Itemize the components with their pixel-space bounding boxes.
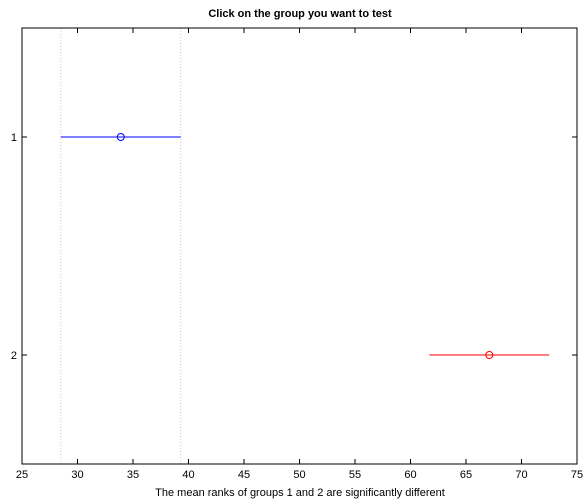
y-tick-label: 2 [11, 350, 17, 362]
x-tick-label: 40 [182, 469, 194, 481]
y-axis: 12 [11, 132, 577, 362]
x-tick-label: 75 [571, 469, 583, 481]
x-tick-label: 55 [349, 469, 361, 481]
reference-lines [60, 28, 182, 464]
x-tick-label: 45 [238, 469, 250, 481]
chart-title: Click on the group you want to test [208, 8, 392, 20]
x-tick-label: 35 [127, 469, 139, 481]
x-axis-label: The mean ranks of groups 1 and 2 are sig… [155, 487, 445, 499]
x-tick-label: 30 [71, 469, 83, 481]
plot-area[interactable] [21, 27, 578, 465]
group-1-mean-marker[interactable] [116, 133, 125, 141]
group-intervals[interactable] [60, 133, 550, 359]
y-tick-label: 1 [11, 132, 17, 144]
x-tick-label: 70 [515, 469, 527, 481]
x-tick-label: 65 [460, 469, 472, 481]
group-2-mean-marker[interactable] [485, 351, 494, 359]
x-tick-label: 60 [404, 469, 416, 481]
x-tick-label: 25 [16, 469, 28, 481]
x-tick-label: 50 [293, 469, 305, 481]
x-axis: 25 30 35 40 45 50 55 60 65 70 75 [16, 28, 583, 481]
